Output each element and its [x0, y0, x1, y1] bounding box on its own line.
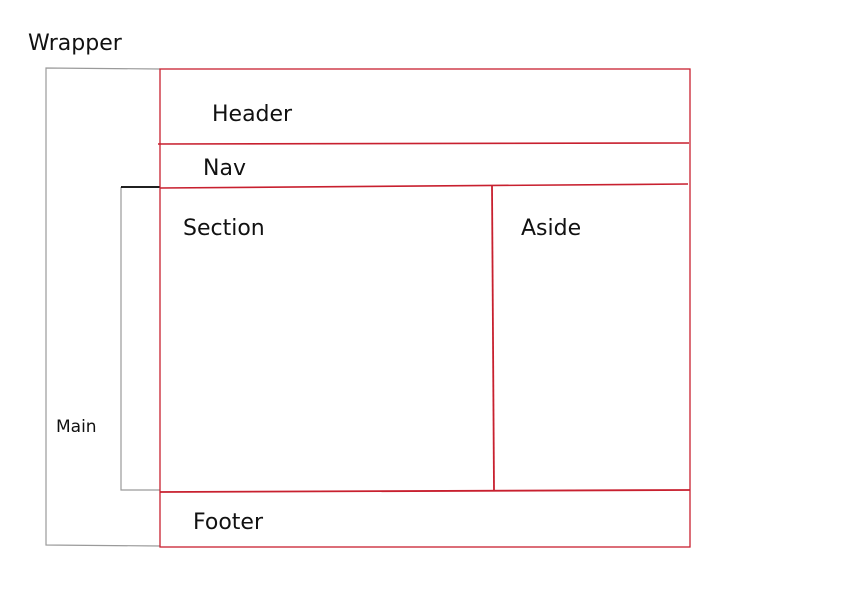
footer-label: Footer	[193, 510, 263, 535]
section-label: Section	[183, 216, 265, 241]
main-bracket	[120, 187, 160, 491]
wrapper-label: Wrapper	[28, 31, 122, 56]
section-aside-divider	[491, 184, 495, 492]
aside-label: Aside	[521, 216, 582, 241]
footer-divider	[159, 489, 691, 493]
header-divider	[157, 142, 690, 145]
nav-divider	[159, 183, 689, 189]
wrapper-box	[159, 68, 691, 548]
main-label: Main	[56, 417, 97, 437]
header-label: Header	[212, 102, 293, 127]
nav-label: Nav	[203, 156, 246, 181]
wrapper-bracket	[45, 67, 161, 547]
